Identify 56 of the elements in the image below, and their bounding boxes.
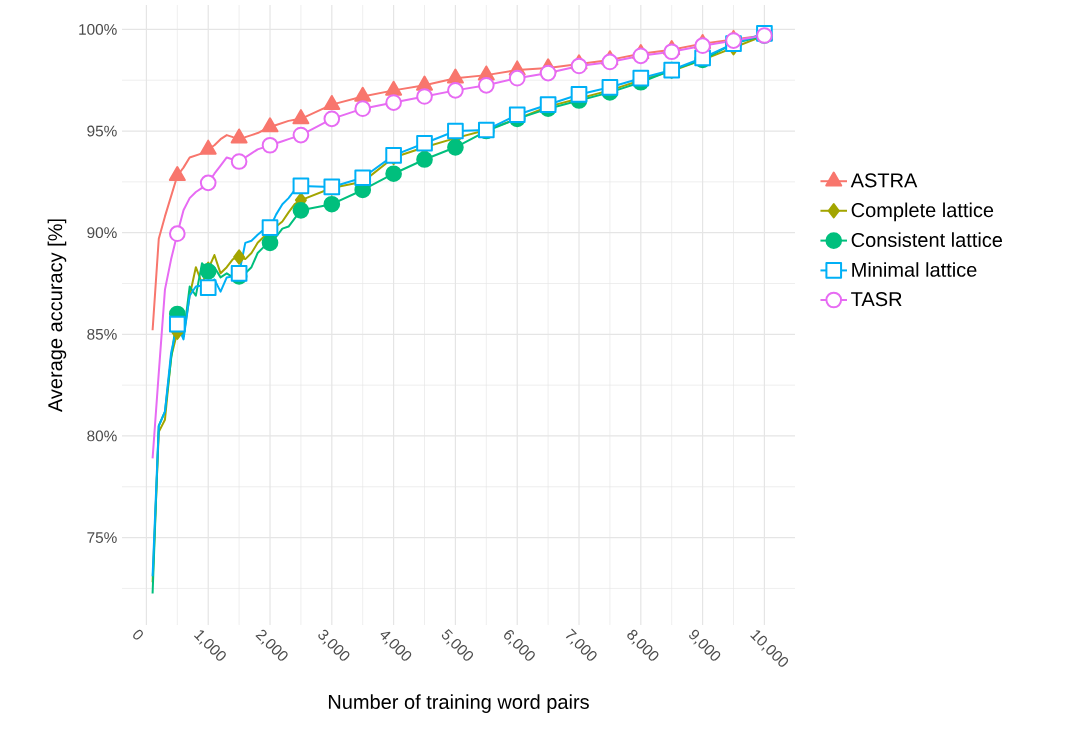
y-tick-label: 75% <box>87 532 117 543</box>
point <box>416 88 433 105</box>
point <box>292 177 310 195</box>
y-tick-label: 85% <box>87 328 117 340</box>
y-tick-label: 95% <box>87 125 117 137</box>
point <box>477 76 495 94</box>
point <box>261 117 279 133</box>
point <box>570 57 588 75</box>
point <box>447 122 464 140</box>
point <box>230 128 248 144</box>
point <box>385 165 402 183</box>
point <box>292 201 310 219</box>
point <box>539 64 557 82</box>
point <box>632 47 650 65</box>
point <box>168 225 186 243</box>
x-tick-label: 0 <box>133 629 143 640</box>
point <box>508 69 526 87</box>
legend-label: Consistent lattice <box>851 232 1003 248</box>
point <box>601 78 619 96</box>
point <box>292 109 310 125</box>
point <box>168 166 186 182</box>
point <box>323 110 341 128</box>
legend-label: TASR <box>851 292 902 307</box>
x-axis-title: Number of training word pairs <box>328 694 589 713</box>
y-axis-title: Average accuracy [%] <box>47 219 67 413</box>
point <box>508 106 526 124</box>
point <box>354 100 372 118</box>
point <box>199 279 217 296</box>
point <box>694 37 711 54</box>
point <box>447 138 464 156</box>
point <box>261 136 279 154</box>
y-tick-label: 90% <box>87 227 117 239</box>
point <box>446 68 464 84</box>
point <box>416 134 433 152</box>
y-tick-label: 100% <box>79 23 117 35</box>
point <box>230 153 248 170</box>
point <box>261 234 279 252</box>
point <box>233 249 246 265</box>
point <box>354 169 372 187</box>
point <box>663 43 681 61</box>
point <box>168 315 186 333</box>
point <box>199 174 217 192</box>
point <box>292 126 310 144</box>
point <box>416 75 434 91</box>
legend-label: Minimal lattice <box>852 262 977 277</box>
legend-label: Complete lattice <box>851 202 994 222</box>
point <box>323 195 341 213</box>
point <box>261 219 279 236</box>
legend-label: ASTRA <box>850 173 918 188</box>
point <box>230 264 248 282</box>
y-tick-label: 80% <box>87 430 117 442</box>
point <box>416 151 433 168</box>
point <box>570 86 588 103</box>
point <box>447 82 464 99</box>
point <box>601 53 619 71</box>
point <box>385 94 402 111</box>
